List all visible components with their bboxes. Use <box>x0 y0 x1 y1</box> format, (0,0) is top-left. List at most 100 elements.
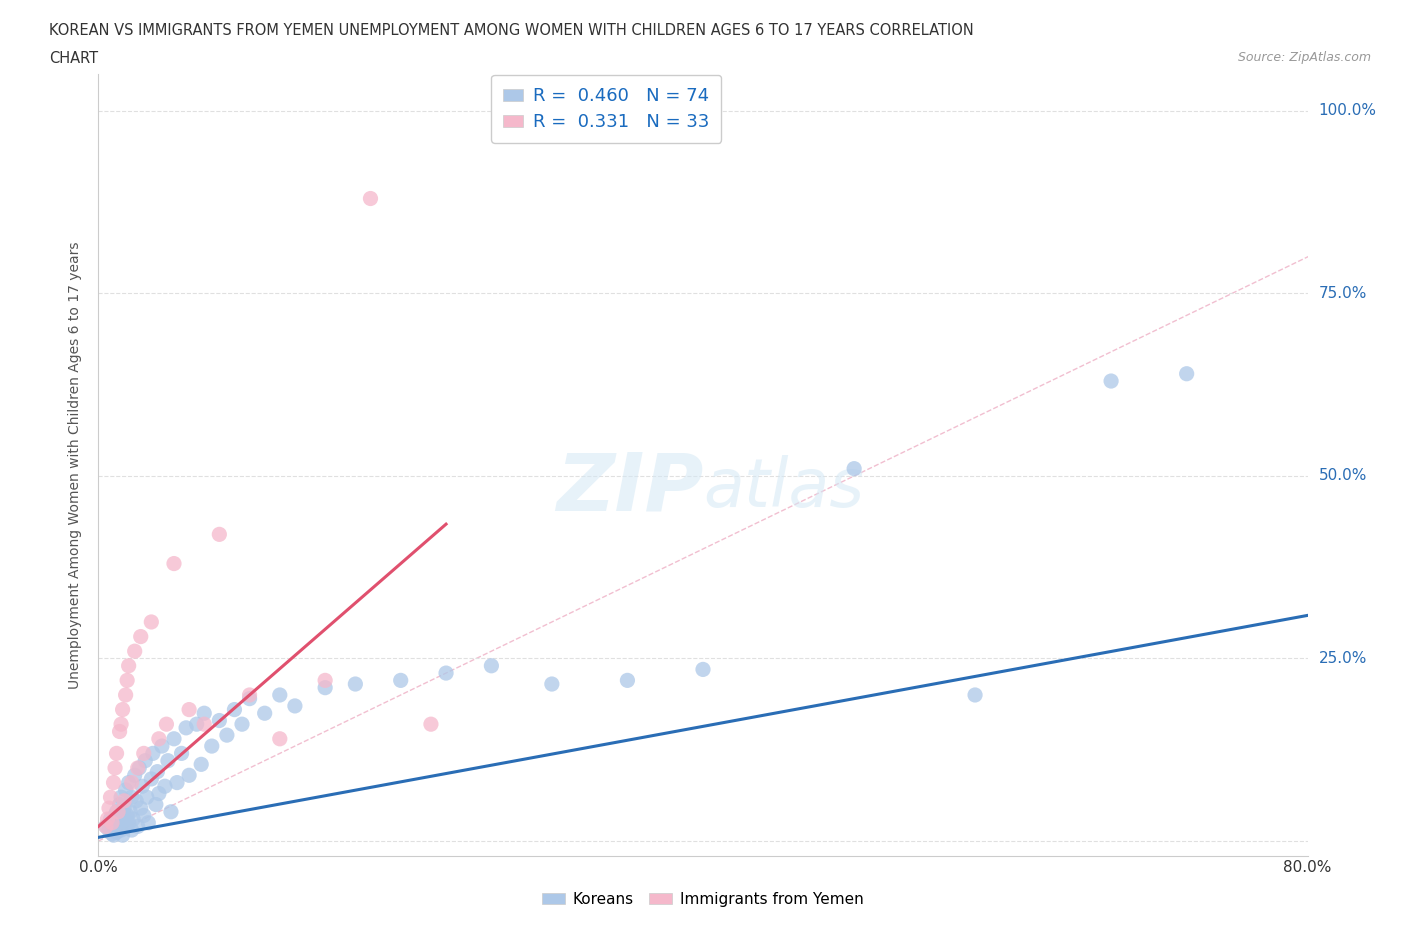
Point <box>111 702 134 717</box>
Point <box>131 778 153 793</box>
Point <box>540 677 562 692</box>
Point <box>121 823 143 838</box>
Point <box>105 746 128 761</box>
Point <box>132 808 155 823</box>
Point <box>107 804 129 819</box>
Point <box>115 808 138 823</box>
Point <box>110 790 132 804</box>
Point <box>118 816 141 830</box>
Point <box>105 804 128 819</box>
Point <box>105 825 128 840</box>
Point <box>121 775 143 790</box>
Point <box>160 804 183 819</box>
Point <box>153 778 176 793</box>
Point <box>844 461 866 476</box>
Point <box>132 746 155 761</box>
Point <box>177 702 201 717</box>
Point <box>136 816 159 830</box>
Text: 100.0%: 100.0% <box>1319 103 1376 118</box>
Point <box>208 713 231 728</box>
Point <box>111 812 134 827</box>
Point <box>155 717 177 732</box>
Point <box>163 731 186 746</box>
Point <box>98 801 121 816</box>
Point <box>94 819 117 834</box>
Point <box>96 812 118 827</box>
Point <box>170 746 193 761</box>
Point <box>1175 366 1198 381</box>
Point <box>103 828 125 843</box>
Point <box>239 691 262 706</box>
Point <box>129 801 152 816</box>
Point <box>114 687 136 702</box>
Point <box>121 790 143 804</box>
Legend: R =  0.460   N = 74, R =  0.331   N = 33: R = 0.460 N = 74, R = 0.331 N = 33 <box>492 75 721 142</box>
Point <box>141 772 163 787</box>
Point <box>481 658 503 673</box>
Point <box>94 819 117 834</box>
Point <box>118 775 141 790</box>
Point <box>146 764 169 779</box>
Point <box>344 677 367 692</box>
Point <box>111 828 134 843</box>
Point <box>434 666 457 681</box>
Point <box>103 775 125 790</box>
Point <box>124 644 146 658</box>
Point <box>389 673 412 688</box>
Point <box>692 662 714 677</box>
Point <box>104 808 127 823</box>
Point <box>120 804 142 819</box>
Point <box>110 717 132 732</box>
Point <box>419 717 441 732</box>
Point <box>269 687 291 702</box>
Point <box>135 790 157 804</box>
Point <box>231 717 253 732</box>
Point <box>239 687 262 702</box>
Text: atlas: atlas <box>703 456 865 522</box>
Text: 25.0%: 25.0% <box>1319 651 1367 666</box>
Point <box>174 721 197 736</box>
Point <box>127 819 149 834</box>
Point <box>148 731 170 746</box>
Point <box>193 706 215 721</box>
Point <box>101 816 124 830</box>
Point <box>314 680 336 695</box>
Point <box>115 673 138 688</box>
Point <box>114 782 136 797</box>
Point <box>107 820 129 835</box>
Point <box>108 797 131 812</box>
Point <box>284 698 307 713</box>
Point <box>101 826 124 841</box>
Y-axis label: Unemployment Among Women with Children Ages 6 to 17 years: Unemployment Among Women with Children A… <box>69 241 83 689</box>
Point <box>965 687 987 702</box>
Point <box>114 819 136 834</box>
Point <box>104 761 127 776</box>
Point <box>190 757 212 772</box>
Point <box>142 746 165 761</box>
Point <box>100 812 122 827</box>
Text: 75.0%: 75.0% <box>1319 286 1367 301</box>
Point <box>156 753 179 768</box>
Point <box>208 527 231 542</box>
Point <box>141 615 163 630</box>
Point <box>128 761 150 776</box>
Point <box>100 790 122 804</box>
Text: KOREAN VS IMMIGRANTS FROM YEMEN UNEMPLOYMENT AMONG WOMEN WITH CHILDREN AGES 6 TO: KOREAN VS IMMIGRANTS FROM YEMEN UNEMPLOY… <box>49 23 974 38</box>
Point <box>1099 374 1122 389</box>
Point <box>125 793 148 808</box>
Legend: Koreans, Immigrants from Yemen: Koreans, Immigrants from Yemen <box>536 886 870 913</box>
Point <box>150 738 173 753</box>
Text: CHART: CHART <box>49 51 98 66</box>
Point <box>166 775 188 790</box>
Point <box>129 629 152 644</box>
Point <box>108 817 131 832</box>
Point <box>253 706 276 721</box>
Point <box>110 823 132 838</box>
Point <box>616 673 638 688</box>
Point <box>163 556 186 571</box>
Point <box>177 768 201 783</box>
Point <box>215 727 238 742</box>
Point <box>118 658 141 673</box>
Point <box>360 191 382 206</box>
Point <box>314 673 336 688</box>
